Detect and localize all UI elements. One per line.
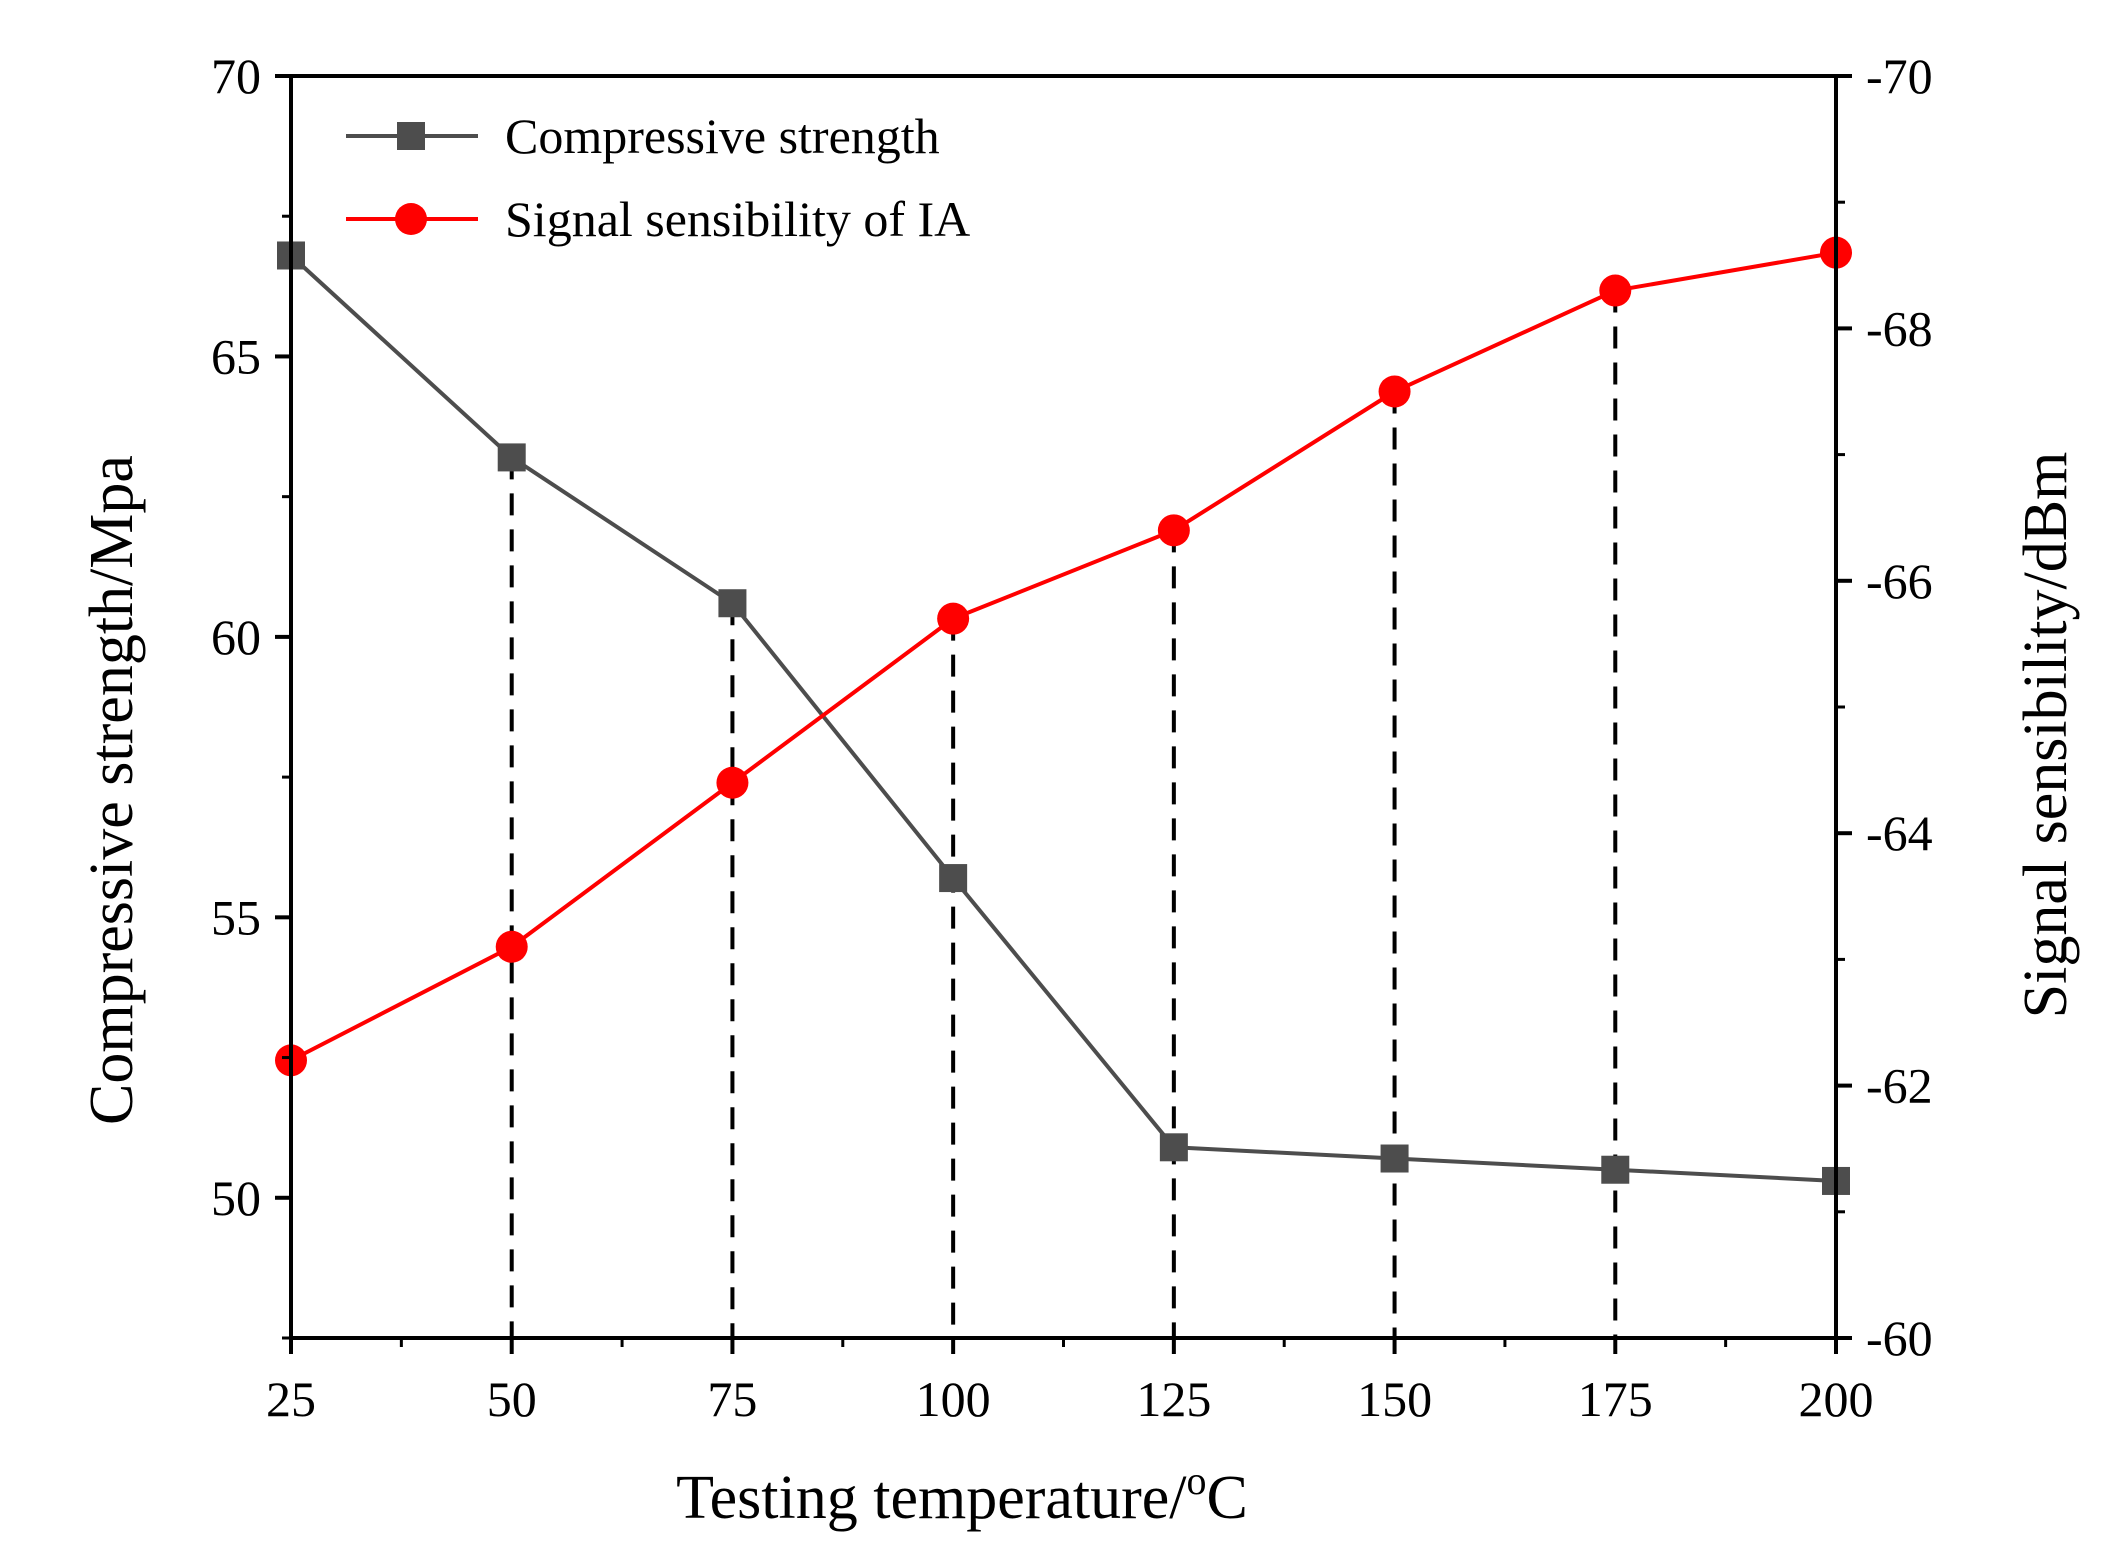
x-tick-label-75: 75 bbox=[707, 1371, 757, 1427]
x-tick-label-200: 200 bbox=[1799, 1371, 1874, 1427]
x-axis-title-unit: C bbox=[1207, 1464, 1248, 1532]
signal-sensibility-point-175 bbox=[1599, 274, 1632, 307]
compressive-strength-point-100 bbox=[939, 864, 968, 893]
y-axis-title-right: Signal sensibility/dBm bbox=[2012, 452, 2080, 1019]
legend-item-compressive-strength: Compressive strength bbox=[346, 108, 940, 164]
y-left-tick-label-50: 50 bbox=[211, 1170, 261, 1226]
legend-label-signal-sensibility: Signal sensibility of IA bbox=[505, 191, 970, 247]
y-right-tick-label--68: -68 bbox=[1866, 300, 1933, 356]
x-tick-label-50: 50 bbox=[487, 1371, 537, 1427]
series-lines-group bbox=[289, 250, 1837, 1183]
y-left-tick-label-60: 60 bbox=[211, 609, 261, 665]
legend-item-signal-sensibility: Signal sensibility of IA bbox=[346, 191, 970, 247]
signal-sensibility-point-50 bbox=[495, 930, 528, 963]
y-left-tick-label-55: 55 bbox=[211, 889, 261, 945]
x-tick-label-150: 150 bbox=[1357, 1371, 1432, 1427]
compressive-strength-point-50 bbox=[497, 443, 526, 472]
signal-sensibility-point-100 bbox=[937, 602, 970, 635]
compressive-strength-point-175 bbox=[1601, 1155, 1630, 1184]
legend-square-marker-icon bbox=[397, 122, 425, 150]
x-axis-title-superscript: o bbox=[1187, 1458, 1207, 1503]
x-tick-label-175: 175 bbox=[1578, 1371, 1653, 1427]
y-right-tick-label--64: -64 bbox=[1866, 805, 1933, 861]
y-right-tick-label--66: -66 bbox=[1866, 553, 1933, 609]
y-right-tick-label--60: -60 bbox=[1866, 1310, 1933, 1366]
series-line-signal-sensibility bbox=[290, 250, 1837, 1063]
signal-sensibility-point-125 bbox=[1157, 514, 1190, 547]
signal-sensibility-point-150 bbox=[1378, 375, 1411, 408]
legend: Compressive strength Signal sensibility … bbox=[346, 108, 970, 247]
x-axis-title: Testing temperature/oC bbox=[676, 1458, 1248, 1532]
y-right-tick-label--62: -62 bbox=[1866, 1058, 1933, 1114]
series-line-compressive-strength bbox=[289, 254, 1837, 1183]
y-left-tick-label-70: 70 bbox=[211, 48, 261, 104]
x-tick-label-25: 25 bbox=[266, 1371, 316, 1427]
compressive-strength-point-150 bbox=[1380, 1144, 1409, 1173]
y-right-tick-label--70: -70 bbox=[1866, 48, 1933, 104]
tick-labels-group: 25 50 75 100 125 150 175 200 50 55 60 65 70 -60 -62 -64… bbox=[211, 48, 1933, 1427]
y-axis-title-left: Compressive strength/Mpa bbox=[78, 455, 146, 1125]
plot-area-frame bbox=[289, 74, 1838, 1340]
x-tick-label-100: 100 bbox=[916, 1371, 991, 1427]
legend-circle-marker-icon bbox=[395, 203, 427, 235]
y-left-tick-label-65: 65 bbox=[211, 328, 261, 384]
compressive-strength-point-75 bbox=[718, 589, 747, 618]
legend-label-compressive-strength: Compressive strength bbox=[505, 108, 940, 164]
x-tick-label-125: 125 bbox=[1136, 1371, 1211, 1427]
ticks-group bbox=[275, 74, 1852, 1354]
droplines-group bbox=[509, 290, 1618, 1338]
signal-sensibility-point-75 bbox=[716, 766, 749, 799]
compressive-strength-point-125 bbox=[1159, 1133, 1188, 1162]
